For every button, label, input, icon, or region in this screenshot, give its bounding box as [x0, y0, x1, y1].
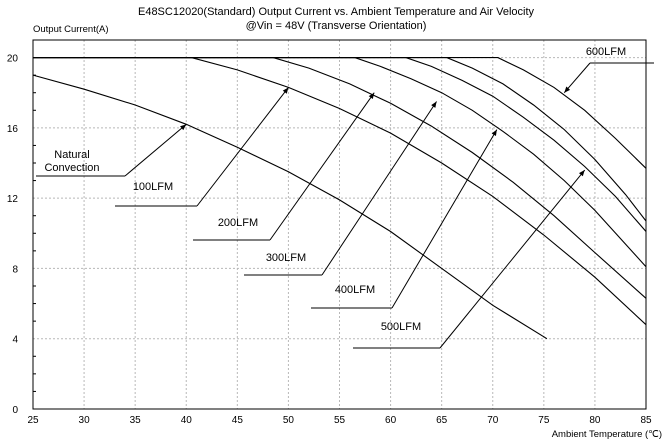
- arrowhead: [368, 92, 375, 100]
- series-label-1: 100LFM: [115, 87, 289, 207]
- series-name: Natural: [54, 149, 89, 161]
- arrowhead: [491, 129, 497, 137]
- leader-line: [196, 87, 289, 207]
- x-tick-label: 25: [27, 415, 39, 426]
- series-line-5: [33, 57, 647, 222]
- x-tick-label: 65: [436, 415, 448, 426]
- series-line-6: [33, 57, 647, 169]
- chart-subtitle: @Vin = 48V (Transverse Orientation): [246, 20, 427, 32]
- leader-line: [391, 129, 498, 309]
- x-tick-label: 85: [640, 415, 652, 426]
- x-tick-label: 70: [487, 415, 499, 426]
- x-tick-label: 75: [538, 415, 550, 426]
- series-label-4: 400LFM: [311, 129, 498, 309]
- chart-title: E48SC12020(Standard) Output Current vs. …: [138, 6, 535, 18]
- leader-line: [563, 62, 591, 94]
- arrowhead: [564, 86, 571, 93]
- series-name: 400LFM: [335, 284, 375, 296]
- plot-frame: [32, 39, 647, 410]
- series-label-3: 300LFM: [244, 101, 437, 276]
- series-line-4: [33, 57, 647, 232]
- y-tick-label: 8: [12, 264, 18, 275]
- series-line-3: [33, 57, 647, 268]
- y-tick-label: 0: [12, 405, 18, 416]
- y-axis-label: Output Current(A): [33, 24, 109, 35]
- x-tick-label: 60: [385, 415, 397, 426]
- x-tick-label: 30: [79, 415, 91, 426]
- x-tick-label: 55: [334, 415, 346, 426]
- y-tick-label: 12: [7, 194, 19, 205]
- leader-line: [124, 123, 187, 177]
- x-tick-label: 40: [181, 415, 193, 426]
- series-label-5: 500LFM: [353, 169, 586, 349]
- leader-line: [269, 92, 375, 241]
- arrowhead: [180, 124, 187, 131]
- leader-line: [321, 101, 437, 276]
- x-tick-label: 45: [232, 415, 244, 426]
- x-tick-label: 35: [130, 415, 142, 426]
- arrowhead: [431, 101, 437, 108]
- x-tick-label: 80: [589, 415, 601, 426]
- series-label-2: 200LFM: [193, 92, 375, 241]
- leader-line: [439, 169, 586, 349]
- x-axis-label: Ambient Temperature (℃): [552, 429, 662, 439]
- y-tick-label: 20: [7, 54, 19, 65]
- y-tick-label: 16: [7, 124, 19, 135]
- series-name: 200LFM: [218, 217, 258, 229]
- series-name: Convection: [44, 162, 99, 174]
- arrowhead: [578, 170, 585, 177]
- series-name: 300LFM: [266, 252, 306, 264]
- series-label-6: 600LFM: [563, 46, 654, 94]
- series-lines: [32, 57, 647, 340]
- series-name: 600LFM: [586, 46, 626, 58]
- series-name: 100LFM: [133, 181, 173, 193]
- series-line-0: [32, 74, 548, 340]
- y-tick-label: 4: [12, 335, 18, 346]
- series-line-1: [33, 57, 647, 326]
- x-tick-label: 50: [283, 415, 295, 426]
- series-name: 500LFM: [381, 321, 421, 333]
- grid: [33, 40, 646, 409]
- arrowhead: [282, 87, 289, 94]
- series-line-2: [33, 57, 647, 299]
- ticks: 25 30 35 40 45 50 55 60 65 70 75 80 85 0 4 8 12 16 20: [7, 54, 652, 426]
